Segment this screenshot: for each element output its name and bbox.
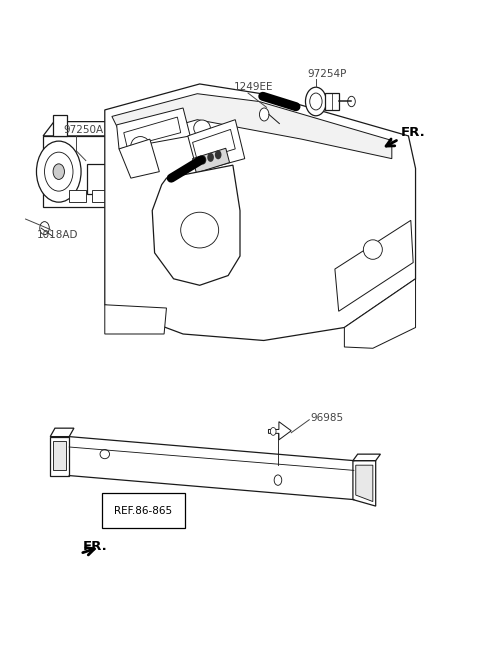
Circle shape: [138, 154, 164, 189]
Circle shape: [200, 155, 206, 164]
Circle shape: [40, 221, 49, 234]
Polygon shape: [335, 220, 413, 311]
Polygon shape: [50, 437, 69, 476]
Polygon shape: [356, 465, 373, 502]
Circle shape: [215, 150, 221, 159]
Circle shape: [36, 141, 81, 202]
Circle shape: [348, 96, 355, 107]
Text: 1249EE: 1249EE: [234, 83, 274, 92]
Polygon shape: [117, 108, 190, 149]
Polygon shape: [43, 122, 182, 136]
Polygon shape: [105, 305, 167, 334]
Text: 97254P: 97254P: [308, 69, 347, 79]
Circle shape: [146, 165, 156, 178]
Polygon shape: [152, 165, 240, 286]
Circle shape: [310, 93, 322, 110]
Polygon shape: [53, 115, 67, 136]
Polygon shape: [50, 428, 74, 437]
FancyBboxPatch shape: [69, 191, 86, 202]
Ellipse shape: [100, 449, 109, 458]
Polygon shape: [171, 132, 182, 164]
Circle shape: [305, 87, 326, 116]
FancyBboxPatch shape: [115, 191, 132, 202]
Polygon shape: [105, 84, 416, 341]
Text: 97250A: 97250A: [63, 125, 104, 136]
Polygon shape: [192, 130, 235, 160]
Circle shape: [270, 428, 276, 436]
Polygon shape: [353, 460, 376, 506]
Polygon shape: [119, 139, 159, 178]
Polygon shape: [188, 120, 245, 172]
Ellipse shape: [131, 136, 150, 155]
Polygon shape: [139, 118, 152, 136]
Circle shape: [131, 144, 171, 199]
Circle shape: [53, 164, 64, 179]
Polygon shape: [43, 136, 171, 208]
Polygon shape: [268, 422, 291, 440]
Ellipse shape: [194, 120, 210, 136]
FancyBboxPatch shape: [87, 164, 118, 195]
Polygon shape: [192, 148, 229, 173]
Polygon shape: [353, 454, 381, 460]
Circle shape: [45, 152, 73, 191]
Text: REF.86-865: REF.86-865: [114, 506, 172, 515]
Polygon shape: [124, 117, 180, 147]
Polygon shape: [344, 279, 416, 348]
Text: 1018AD: 1018AD: [37, 230, 78, 240]
Circle shape: [274, 475, 282, 485]
FancyBboxPatch shape: [137, 191, 155, 202]
Text: FR.: FR.: [83, 540, 107, 553]
Polygon shape: [53, 441, 66, 470]
Circle shape: [260, 108, 269, 121]
Ellipse shape: [180, 212, 219, 248]
Text: 96985: 96985: [310, 413, 343, 423]
Ellipse shape: [363, 240, 383, 259]
Polygon shape: [171, 122, 182, 208]
Polygon shape: [112, 94, 392, 159]
FancyBboxPatch shape: [92, 191, 109, 202]
FancyBboxPatch shape: [325, 93, 339, 110]
Text: FR.: FR.: [400, 126, 425, 139]
Circle shape: [207, 153, 214, 162]
